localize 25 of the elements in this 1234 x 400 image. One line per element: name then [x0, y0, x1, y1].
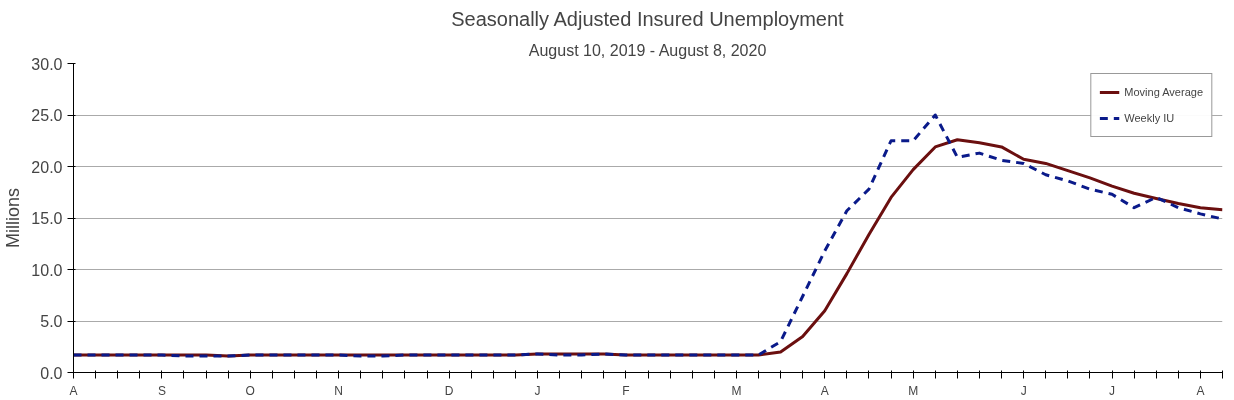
x-tick-label: O: [245, 383, 255, 398]
x-tick-label: D: [444, 383, 454, 398]
x-tick-label: J: [534, 383, 541, 398]
x-tick-label: F: [622, 383, 630, 398]
x-tick-label: M: [731, 383, 742, 398]
y-tick-label: 25.0: [31, 107, 63, 124]
x-tick-label: A: [69, 383, 78, 398]
legend-label: Weekly IU: [1124, 112, 1175, 124]
y-tick-label: 30.0: [31, 55, 63, 73]
x-tick-label: N: [334, 383, 343, 398]
x-tick-label: S: [157, 383, 166, 398]
x-tick-label: A: [820, 383, 829, 398]
y-tick-label: 5.0: [40, 313, 63, 330]
chart-title: Seasonally Adjusted Insured Unemployment: [451, 7, 845, 30]
x-tick-label: J: [1109, 383, 1116, 398]
x-tick-label: A: [1196, 383, 1205, 398]
y-tick-label: 0.0: [40, 364, 63, 382]
y-axis-title: Millions: [3, 187, 24, 249]
chart-subtitle: August 10, 2019 - August 8, 2020: [528, 41, 767, 59]
x-tick-label: J: [1020, 383, 1027, 398]
y-tick-label: 15.0: [31, 210, 63, 227]
x-tick-label: M: [908, 383, 919, 398]
legend-label: Moving Average: [1124, 86, 1203, 98]
y-tick-label: 10.0: [31, 261, 63, 279]
y-tick-label: 20.0: [31, 158, 63, 176]
